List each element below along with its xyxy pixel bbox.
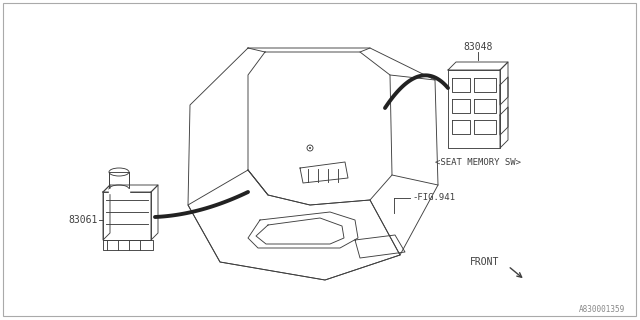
Circle shape <box>309 147 311 149</box>
Text: <SEAT MEMORY SW>: <SEAT MEMORY SW> <box>435 158 521 167</box>
Text: 83061: 83061 <box>68 215 98 225</box>
Text: 83048: 83048 <box>463 42 493 52</box>
Text: -FIG.941: -FIG.941 <box>412 194 455 203</box>
Text: A830001359: A830001359 <box>579 305 625 314</box>
Text: FRONT: FRONT <box>470 257 499 267</box>
